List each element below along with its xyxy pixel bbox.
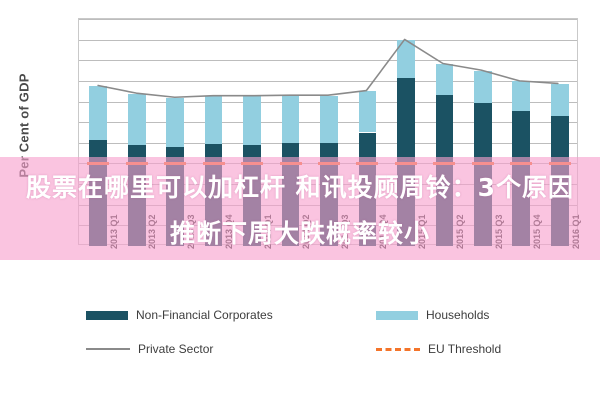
chart-legend: Non-Financial Corporates Households Privat… xyxy=(86,308,566,370)
gridline xyxy=(79,80,577,82)
legend-item-label: Households xyxy=(426,308,490,322)
bar-segment-households xyxy=(166,97,184,147)
gridline xyxy=(79,39,577,41)
legend-swatch-hh-icon xyxy=(376,310,418,320)
bar-segment-households xyxy=(358,91,377,133)
legend-item-label: Non-Financial Corporates xyxy=(136,308,273,322)
legend-swatch-dash-icon xyxy=(376,347,420,351)
private-sector-line xyxy=(97,38,559,99)
bar-segment-households xyxy=(281,95,300,144)
legend-swatch-corp-icon xyxy=(86,310,128,320)
legend-item-label: EU Threshold xyxy=(428,342,502,356)
bar-segment-households xyxy=(127,93,146,145)
bar-segment-households xyxy=(204,96,223,144)
bar-segment-households xyxy=(550,84,569,116)
bar-segment-households xyxy=(435,63,454,95)
gridline xyxy=(79,60,577,62)
legend-swatch-line-icon xyxy=(86,348,130,350)
legend-item-hh[interactable]: Households xyxy=(376,308,489,322)
legend-item-line[interactable]: Private Sector xyxy=(86,342,213,356)
bar-segment-households xyxy=(397,39,415,79)
gridline xyxy=(79,142,577,144)
legend-item-dash[interactable]: EU Threshold xyxy=(376,342,501,356)
bar-segment-households xyxy=(320,95,338,144)
overlay-banner xyxy=(0,157,600,260)
bar-segment-households xyxy=(89,86,108,141)
gridline xyxy=(79,19,577,20)
legend-item-corp[interactable]: Non-Financial Corporates xyxy=(86,308,273,322)
bar-segment-households xyxy=(243,96,261,145)
legend-item-label: Private Sector xyxy=(138,342,214,356)
bar-segment-households xyxy=(474,70,492,103)
bar-segment-households xyxy=(512,81,531,112)
